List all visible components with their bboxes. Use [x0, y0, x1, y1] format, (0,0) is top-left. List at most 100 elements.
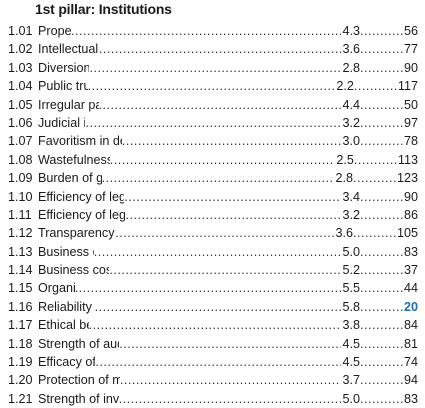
dot-leader	[119, 335, 341, 353]
indicator-score: 3.6	[335, 226, 353, 241]
dot-leader	[360, 261, 404, 279]
indicator-score: 2.8	[335, 171, 353, 186]
indicator-row: 1.18 Strength of auditing and reporting s…	[8, 335, 418, 353]
dot-leader	[115, 224, 334, 242]
indicator-label: Efficacy of corporate boards	[38, 355, 96, 370]
indicator-score: 4.3	[342, 24, 360, 38]
indicator-number: 1.06	[8, 115, 33, 130]
dot-leader	[360, 96, 404, 114]
indicator-row: 1.20 Protection of minority shareholders'…	[8, 371, 418, 389]
dot-leader	[360, 22, 404, 40]
indicator-rank: 56	[403, 24, 418, 38]
indicator-number: 1.11	[8, 207, 32, 222]
indicator-number: 1.16	[8, 299, 33, 314]
indicator-rank: 113	[397, 152, 418, 167]
dot-leader	[360, 243, 404, 261]
indicator-label: Business costs of crime and violence	[38, 263, 110, 278]
dot-leader	[360, 206, 404, 224]
dot-leader	[360, 114, 404, 132]
indicator-label: Transparency of government policymaking	[38, 226, 115, 241]
dot-leader	[354, 77, 398, 95]
indicator-label: Efficiency of legal framework in settlin…	[38, 189, 125, 204]
indicator-score: 2.2	[336, 79, 354, 94]
indicator-number: 1.03	[8, 60, 33, 75]
indicator-rank: 90	[403, 189, 418, 204]
dot-leader	[88, 77, 336, 95]
indicator-label: Ethical behavior of firms	[38, 318, 89, 333]
indicator-score: 3.0	[342, 134, 360, 149]
dot-leader	[75, 279, 342, 297]
indicator-rank: 83	[403, 244, 418, 259]
indicator-label: Judicial independence	[38, 115, 86, 130]
indicator-row: 1.07 Favoritism in decisions of governmen…	[8, 132, 418, 150]
dot-leader	[110, 151, 336, 169]
indicator-rank: 74	[403, 355, 418, 370]
indicator-score: 3.4	[342, 189, 360, 204]
indicator-rank: 78	[403, 134, 418, 149]
dot-leader	[360, 132, 404, 150]
dot-leader	[119, 390, 342, 408]
indicator-rank: 50	[403, 97, 418, 112]
indicator-number: 1.01	[8, 24, 33, 38]
indicator-number: 1.20	[8, 373, 33, 388]
dot-leader	[102, 169, 335, 187]
indicator-row: 1.14 Business costs of crime and violence…	[8, 261, 418, 279]
dot-leader	[122, 132, 342, 150]
dot-leader	[360, 371, 404, 389]
indicator-label: Public trust in politicians	[38, 79, 88, 94]
indicator-rank: 90	[403, 60, 418, 75]
indicator-score: 3.7	[342, 373, 360, 388]
dot-leader	[360, 188, 404, 206]
indicator-rank: 83	[403, 391, 418, 406]
dot-leader	[360, 59, 404, 77]
indicator-number: 1.12	[8, 226, 33, 241]
indicator-label: Organized crime	[38, 281, 75, 296]
dot-leader	[99, 96, 342, 114]
indicator-rank: 77	[403, 42, 418, 57]
indicator-row: 1.21 Strength of investor protection, 0–1…	[8, 390, 418, 408]
dot-leader	[360, 390, 404, 408]
indicator-rank: 97	[403, 115, 418, 130]
indicator-label: Diversion of public funds	[38, 60, 90, 75]
indicator-number: 1.21	[8, 391, 33, 406]
indicator-row: 1.05 Irregular payments and bribes 4.4 50	[8, 96, 418, 114]
indicator-label: Intellectual property protection	[38, 42, 99, 57]
indicator-rank: 44	[403, 281, 418, 296]
indicator-label: Wastefulness of government spending	[38, 152, 110, 167]
indicator-number: 1.19	[8, 355, 33, 370]
indicator-number: 1.08	[8, 152, 33, 167]
indicator-number: 1.15	[8, 281, 33, 296]
indicator-score: 5.5	[342, 281, 360, 296]
indicator-label: Burden of government regulation	[38, 171, 102, 186]
dot-leader	[95, 298, 342, 316]
indicator-row: 1.17 Ethical behavior of firms 3.8 84	[8, 316, 418, 334]
indicator-row: 1.08 Wastefulness of government spending 2…	[8, 151, 418, 169]
indicator-rank: 117	[397, 79, 418, 94]
dot-leader	[89, 59, 341, 77]
indicator-row: 1.03 Diversion of public funds 2.8 90	[8, 59, 418, 77]
indicator-label: Irregular payments and bribes	[38, 97, 99, 112]
indicator-number: 1.09	[8, 171, 33, 186]
indicator-score: 4.5	[342, 355, 360, 370]
indicator-score: 5.8	[342, 299, 360, 314]
indicator-rank: 86	[403, 207, 418, 222]
indicator-score: 4.5	[342, 336, 360, 351]
indicator-row: 1.12 Transparency of government policymak…	[8, 224, 418, 242]
dot-leader	[109, 261, 341, 279]
dot-leader	[120, 371, 342, 389]
indicator-rank: 37	[403, 263, 418, 278]
indicator-score: 3.2	[342, 115, 360, 130]
indicator-score: 5.0	[342, 244, 360, 259]
indicator-label: Efficiency of legal framework in challen…	[38, 207, 126, 222]
indicator-row: 1.15 Organized crime 5.5 44	[8, 279, 418, 297]
indicator-row: 1.04 Public trust in politicians 2.2 117	[8, 77, 418, 95]
indicator-label: Reliability of police services	[38, 299, 95, 314]
indicator-score: 5.0	[342, 391, 360, 406]
indicator-label: Favoritism in decisions of government of…	[38, 134, 122, 149]
indicator-number: 1.05	[8, 97, 33, 112]
indicator-rank: 105	[396, 226, 418, 241]
indicator-number: 1.07	[8, 134, 33, 149]
indicator-row: 1.06 Judicial independence 3.2 97	[8, 114, 418, 132]
indicator-rank: 123	[396, 171, 418, 186]
